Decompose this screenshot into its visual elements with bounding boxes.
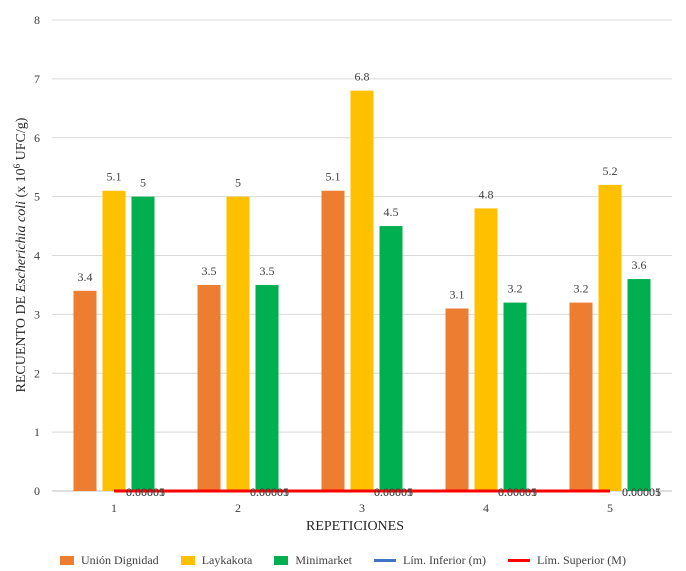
bar xyxy=(379,226,403,491)
bar xyxy=(445,308,469,491)
bar xyxy=(197,284,221,491)
limit-data-label: 0.00001 xyxy=(498,485,537,499)
y-tick-label: 8 xyxy=(34,13,40,27)
y-tick-label: 7 xyxy=(34,72,40,86)
legend-label: Lím. Superior (M) xyxy=(536,552,626,567)
x-tick-label: 1 xyxy=(111,501,117,515)
bar xyxy=(321,190,345,492)
bar-data-label: 5.1 xyxy=(107,170,122,184)
bar xyxy=(569,302,593,491)
x-tick-labels: 1 2 3 4 5 xyxy=(111,501,613,515)
bars xyxy=(73,90,651,492)
bar xyxy=(350,90,374,492)
y-tick-label: 4 xyxy=(34,249,40,263)
y-tick-label: 2 xyxy=(34,366,40,380)
legend-label: Unión Dignidad xyxy=(81,552,159,567)
legend-item: Laykakota xyxy=(180,552,253,568)
bar-data-label: 4.5 xyxy=(384,205,399,219)
bar xyxy=(598,184,622,491)
data-labels: 3.4 5.1 5 3.5 5 3.5 5.1 6.8 4.5 3.1 4.8 3.2 3.2 5.2 3.… xyxy=(78,70,662,499)
legend-swatch xyxy=(274,555,289,565)
y-axis-title-suffix: (x 10 xyxy=(14,168,29,201)
limit-data-label: 0.00005 xyxy=(250,485,289,499)
bar xyxy=(627,279,651,491)
legend-label: Lím. Inferior (m) xyxy=(403,552,486,567)
limit-data-label: 0.00001 xyxy=(374,485,413,499)
legend-item: Minimarket xyxy=(274,553,352,568)
bar-data-label: 4.8 xyxy=(479,187,494,201)
y-axis-title-italic: Escherichia coli xyxy=(14,201,29,293)
bar xyxy=(102,190,126,492)
x-tick-label: 2 xyxy=(235,501,241,515)
bar-data-label: 3.5 xyxy=(202,264,217,278)
x-tick-label: 5 xyxy=(607,501,613,515)
y-axis-title-sup: 6 xyxy=(12,163,22,168)
x-tick-label: 3 xyxy=(359,501,365,515)
legend: Unión Dignidad Laykakota Minimarket Lím. In… xyxy=(0,550,686,570)
y-axis-title-end: UFC/g) xyxy=(14,117,29,164)
limit-data-label: 0.00005 xyxy=(126,485,165,499)
y-tick-label: 6 xyxy=(34,131,40,145)
legend-swatch xyxy=(180,555,195,565)
bar-data-label: 5.1 xyxy=(326,170,341,184)
bar-data-label: 5 xyxy=(235,176,241,190)
bar-data-label: 3.2 xyxy=(508,282,523,296)
bar xyxy=(131,196,155,491)
legend-label: Laykakota xyxy=(201,552,253,567)
bar-data-label: 3.5 xyxy=(260,264,275,278)
legend-swatch xyxy=(507,558,530,562)
limit-data-label: 0.00005 xyxy=(622,485,661,499)
legend-item: Lím. Superior (M) xyxy=(507,552,626,568)
y-tick-label: 5 xyxy=(34,190,40,204)
y-axis-title: RECUENTO DE Escherichia coli (x 106 UFC/… xyxy=(12,117,29,392)
y-tick-labels: 0 1 2 3 4 5 6 7 8 xyxy=(34,13,40,498)
bar-data-label: 5 xyxy=(140,176,146,190)
bar-data-label: 3.6 xyxy=(632,258,647,272)
legend-swatch xyxy=(60,555,75,565)
bar xyxy=(226,196,250,491)
bar-data-label: 3.4 xyxy=(78,270,93,284)
legend-label: Minimarket xyxy=(295,552,352,567)
y-tick-label: 3 xyxy=(34,307,40,321)
bar-data-label: 3.2 xyxy=(574,282,589,296)
legend-item: Unión Dignidad xyxy=(60,553,159,568)
limit-data-label: 0.00001 xyxy=(126,485,165,499)
y-axis-title-prefix: RECUENTO DE xyxy=(14,292,29,392)
limit-data-label: 0.00001 xyxy=(250,485,289,499)
x-axis-title: REPETICIONES xyxy=(306,519,404,534)
x-tick-label: 4 xyxy=(483,501,489,515)
legend-swatch xyxy=(374,558,396,562)
legend-item: Lím. Inferior (m) xyxy=(374,553,486,568)
bar xyxy=(73,290,97,491)
bar xyxy=(474,208,498,491)
bar xyxy=(255,284,279,491)
bar-data-label: 5.2 xyxy=(603,164,618,178)
bar-data-label: 3.1 xyxy=(450,287,465,301)
bar xyxy=(503,302,527,491)
y-tick-label: 0 xyxy=(34,484,40,498)
limit-data-label: 0.00001 xyxy=(622,485,661,499)
limit-data-label: 0.00005 xyxy=(498,485,537,499)
bar-data-label: 6.8 xyxy=(355,70,370,84)
limit-data-label: 0.00005 xyxy=(374,485,413,499)
y-tick-label: 1 xyxy=(34,425,40,439)
